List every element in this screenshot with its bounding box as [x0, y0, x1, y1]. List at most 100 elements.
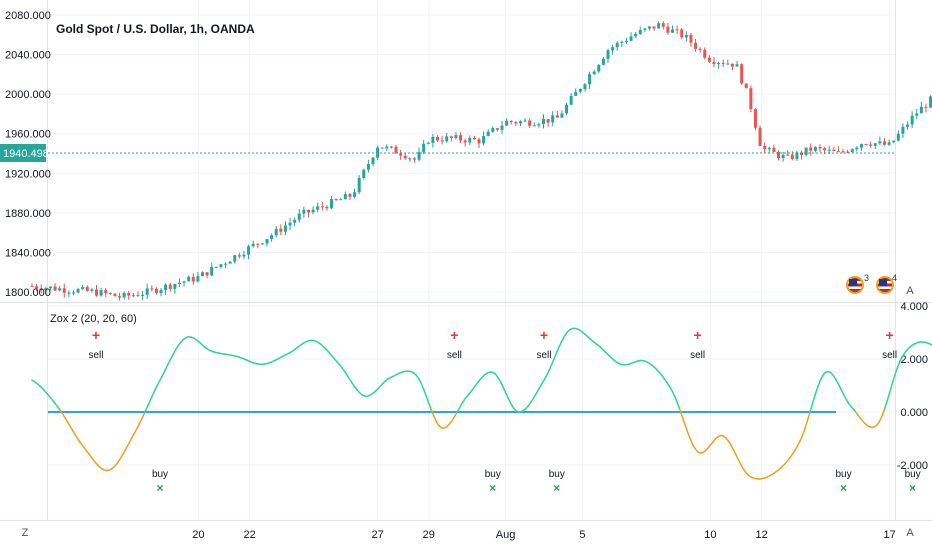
candle-body [487, 132, 490, 136]
candle-body [160, 290, 163, 293]
candle-body [560, 113, 563, 117]
candle-body [574, 92, 577, 96]
oscillator-segment [559, 341, 562, 346]
candle-body [786, 155, 789, 156]
time-axis-label: 22 [243, 529, 255, 541]
oscillator-segment [137, 423, 140, 428]
candle-body [289, 223, 292, 226]
candle-body [514, 122, 517, 123]
oscillator-segment [557, 346, 560, 352]
sell-signal: +sell [690, 327, 705, 361]
candle-body [100, 290, 103, 295]
price-axis-label: 2000.000 [5, 89, 51, 101]
candle-body [505, 121, 508, 126]
time-axis-label: 29 [423, 529, 435, 541]
oscillator-segment [797, 441, 800, 446]
oscillator-segment [554, 352, 557, 358]
candle-body [454, 135, 457, 138]
candle-body [266, 239, 269, 243]
candle-body [597, 65, 600, 72]
oscillator-segment [500, 382, 503, 387]
candle-body [639, 30, 642, 34]
candle-body [196, 276, 199, 281]
candle-body [556, 115, 559, 117]
candle-body [150, 288, 153, 289]
sell-plus-icon: + [540, 327, 548, 343]
oscillator-segment [731, 445, 734, 450]
oscillator-segment [892, 376, 895, 384]
candle-body [731, 64, 734, 67]
candle-body [178, 283, 181, 284]
candle-body [791, 155, 794, 159]
candle-body [588, 74, 591, 84]
candle-body [445, 136, 448, 141]
candle-body [740, 64, 743, 83]
oscillator-segment [884, 401, 887, 409]
candle-body [519, 121, 522, 123]
oscillator-segment [677, 402, 680, 409]
time-axis-label: 10 [704, 529, 716, 541]
candle-body [348, 194, 351, 197]
oscillator-segment [68, 422, 71, 426]
candle-body [431, 137, 434, 143]
sell-label: sell [536, 350, 551, 361]
sell-signal: +sell [88, 327, 103, 361]
candle-body [187, 277, 190, 282]
candle-body [901, 127, 904, 134]
zoom-toggle-button[interactable]: Z [18, 527, 32, 539]
candle-body [712, 62, 715, 64]
sell-label: sell [447, 350, 462, 361]
buy-label: buy [152, 469, 168, 480]
oscillator-segment [733, 450, 736, 455]
candle-body [533, 125, 536, 126]
time-axis-label: 5 [579, 529, 585, 541]
candle-body [630, 36, 633, 40]
us-flag-event-icon[interactable] [846, 276, 864, 294]
current-price-label: 1940.498 [3, 148, 49, 160]
candle-body [427, 143, 430, 144]
candle-body [192, 277, 195, 282]
candle-body [127, 293, 130, 296]
oscillator-segment [690, 438, 693, 444]
candle-body [67, 293, 70, 294]
oscillator-segment [682, 417, 685, 425]
oscillator-segment [150, 396, 153, 402]
buy-cross-icon: × [156, 481, 163, 495]
sell-label: sell [690, 350, 705, 361]
indicator-axis-label: 0.000 [900, 407, 928, 419]
oscillator-segment [129, 438, 132, 443]
candle-body [362, 170, 365, 178]
oscillator-segment [813, 394, 816, 402]
indicator-title[interactable]: Zox 2 (20, 20, 60) [50, 313, 137, 325]
candle-body [367, 164, 370, 170]
candle-body [436, 137, 439, 141]
candle-body [468, 138, 471, 143]
indicator-axis-label: 2.000 [900, 354, 928, 366]
auto-scale-button[interactable]: A [903, 527, 917, 539]
sell-plus-icon: + [450, 327, 458, 343]
oscillator-segment [419, 378, 422, 383]
candle-body [90, 290, 93, 291]
price-axis-label: 1840.000 [5, 248, 51, 260]
oscillator-segment [882, 409, 885, 416]
candle-body [330, 199, 333, 208]
candle-body [298, 214, 301, 220]
symbol-title[interactable]: Gold Spot / U.S. Dollar, 1h, OANDA [56, 22, 255, 36]
oscillator-segment [157, 380, 160, 385]
candle-body [805, 148, 808, 155]
candle-body [818, 147, 821, 148]
price-scale-auto-button[interactable]: A [903, 285, 917, 297]
oscillator-segment [539, 384, 542, 388]
candle-body [869, 144, 872, 145]
oscillator-segment [498, 377, 501, 381]
candle-body [109, 293, 112, 294]
candle-body [915, 113, 918, 115]
oscillator-segment [685, 424, 688, 431]
candle-body [837, 151, 840, 152]
oscillator-segment [124, 447, 127, 452]
price-axis-label: 1960.000 [5, 129, 51, 141]
candle-body [353, 192, 356, 197]
candles-group [31, 21, 932, 301]
